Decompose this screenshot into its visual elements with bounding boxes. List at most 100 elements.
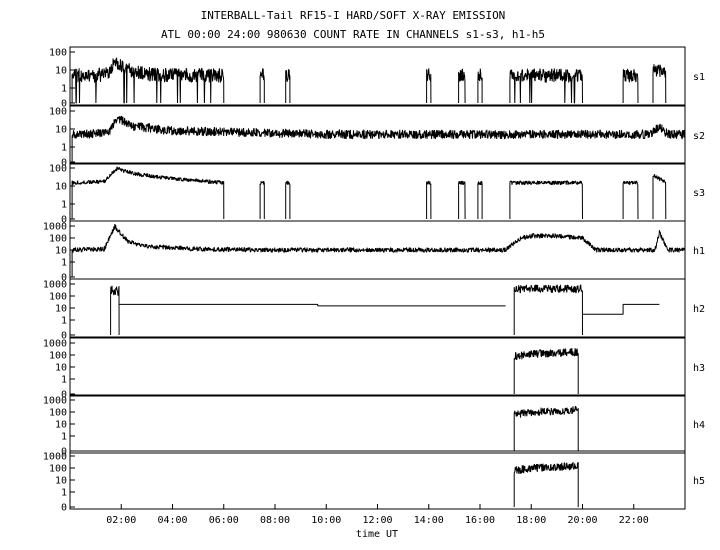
y-tick-label-s3: 1 bbox=[61, 200, 67, 211]
y-tick-label-h4: 0 bbox=[61, 447, 67, 458]
y-tick-label-h2: 1 bbox=[61, 316, 67, 327]
y-tick-label-h4: 10 bbox=[55, 420, 67, 431]
y-tick-label-h3: 1 bbox=[61, 375, 67, 386]
y-tick-label-h5: 1000 bbox=[43, 452, 67, 463]
panel-frame-h5 bbox=[69, 450, 686, 510]
panel-frame-h3 bbox=[69, 337, 686, 397]
y-tick-label-h4: 1000 bbox=[43, 396, 67, 407]
channel-label-h1: h1 bbox=[693, 246, 705, 257]
y-tick-label-s2: 1 bbox=[61, 143, 67, 154]
y-tick-label-s3: 100 bbox=[49, 164, 67, 175]
y-tick-label-h1: 10 bbox=[55, 246, 67, 257]
y-tick-label-h1: 1000 bbox=[43, 222, 67, 233]
series-s2-segment bbox=[71, 115, 686, 162]
y-tick-label-s2: 100 bbox=[49, 107, 67, 118]
y-tick-label-h2: 100 bbox=[49, 292, 67, 303]
series-h1-segment bbox=[71, 224, 686, 277]
x-tick-label: 10:00 bbox=[311, 515, 341, 526]
series-s3-segment bbox=[477, 180, 483, 219]
y-tick-label-h1: 100 bbox=[49, 234, 67, 245]
y-tick-label-s2: 10 bbox=[55, 125, 67, 136]
y-tick-label-h1: 1 bbox=[61, 258, 67, 269]
x-tick-label: 22:00 bbox=[619, 515, 649, 526]
y-tick-label-h2: 1000 bbox=[43, 280, 67, 291]
y-tick-label-h5: 0 bbox=[61, 503, 67, 514]
series-s3-segment bbox=[622, 180, 639, 220]
x-axis-label: time UT bbox=[356, 529, 398, 540]
y-tick-label-h2: 0 bbox=[61, 331, 67, 342]
series-s1-segment bbox=[458, 68, 466, 104]
series-s3-segment bbox=[652, 173, 667, 220]
x-tick-label: 16:00 bbox=[465, 515, 495, 526]
y-tick-label-s1: 10 bbox=[55, 66, 67, 77]
x-tick-label: 02:00 bbox=[106, 515, 136, 526]
series-s1-segment bbox=[71, 57, 225, 104]
y-tick-label-s1: 1 bbox=[61, 84, 67, 95]
panel-frame-h2 bbox=[69, 278, 686, 338]
chart-subtitle: ATL 00:00 24:00 980630 COUNT RATE IN CHA… bbox=[161, 28, 545, 41]
series-s3-segment bbox=[426, 180, 432, 220]
chart-title: INTERBALL-Tail RF15-I HARD/SOFT X-RAY EM… bbox=[201, 9, 506, 22]
panel-frame-s3 bbox=[69, 162, 686, 222]
y-tick-label-s1: 0 bbox=[61, 99, 67, 110]
y-tick-label-s2: 0 bbox=[61, 158, 67, 169]
x-tick-label: 20:00 bbox=[567, 515, 597, 526]
y-tick-label-h4: 100 bbox=[49, 408, 67, 419]
y-tick-label-h5: 10 bbox=[55, 476, 67, 487]
x-tick-label: 18:00 bbox=[516, 515, 546, 526]
x-tick-label: 04:00 bbox=[157, 515, 187, 526]
x-axis: 02:00 04:00 06:00 08:00 10:00 12:00 14:00 16:00… bbox=[106, 504, 649, 526]
channel-label-h2: h2 bbox=[693, 304, 705, 315]
series-s3-segment bbox=[259, 180, 265, 219]
series-s1-segment bbox=[652, 64, 667, 104]
series-s3-segment bbox=[509, 180, 583, 220]
series-s3-segment bbox=[458, 180, 466, 220]
y-tick-label-h3: 0 bbox=[61, 390, 67, 401]
series-h2-segment bbox=[119, 303, 506, 307]
x-tick-label: 12:00 bbox=[362, 515, 392, 526]
y-tick-label-h1: 0 bbox=[61, 273, 67, 284]
panel-frame-s1 bbox=[69, 46, 686, 106]
channel-label-s2: s2 bbox=[693, 131, 705, 142]
series-s1-segment bbox=[509, 68, 583, 104]
panels: 1001010s11001010s21001010s310001001010h1… bbox=[43, 46, 705, 514]
series-s1-segment bbox=[477, 68, 483, 103]
channel-label-s1: s1 bbox=[693, 72, 705, 83]
y-tick-label-h5: 1 bbox=[61, 488, 67, 499]
series-s1-segment bbox=[259, 68, 265, 103]
series-s1-segment bbox=[285, 69, 291, 103]
series-h5-segment bbox=[513, 462, 579, 507]
y-tick-label-s3: 10 bbox=[55, 182, 67, 193]
channel-label-s3: s3 bbox=[693, 188, 705, 199]
panel-frame-h4 bbox=[69, 394, 686, 454]
series-h4-segment bbox=[513, 406, 579, 451]
x-tick-label: 08:00 bbox=[260, 515, 290, 526]
x-tick-label: 06:00 bbox=[209, 515, 239, 526]
y-tick-label-h4: 1 bbox=[61, 432, 67, 443]
channel-label-h4: h4 bbox=[693, 420, 705, 431]
y-tick-label-h3: 1000 bbox=[43, 339, 67, 350]
y-tick-label-h5: 100 bbox=[49, 464, 67, 475]
y-tick-label-s3: 0 bbox=[61, 215, 67, 226]
series-s3-segment bbox=[285, 180, 291, 219]
series-h2-segment bbox=[110, 285, 120, 336]
x-tick-label: 14:00 bbox=[414, 515, 444, 526]
y-tick-label-h2: 10 bbox=[55, 304, 67, 315]
y-tick-label-h3: 10 bbox=[55, 363, 67, 374]
y-tick-label-h3: 100 bbox=[49, 351, 67, 362]
series-h2-segment bbox=[582, 303, 660, 315]
series-h2-segment bbox=[513, 284, 583, 336]
channel-label-h5: h5 bbox=[693, 476, 705, 487]
series-s1-segment bbox=[426, 68, 432, 104]
y-tick-label-s1: 100 bbox=[49, 48, 67, 59]
series-s1-segment bbox=[622, 68, 639, 104]
